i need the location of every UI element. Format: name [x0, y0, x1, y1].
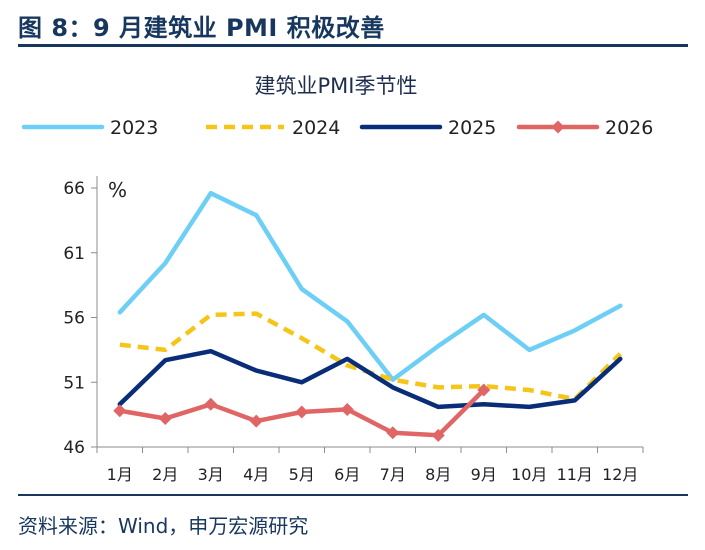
x-tick-label: 1月: [107, 465, 133, 484]
x-tick-label: 4月: [243, 465, 269, 484]
legend-label-2024: 2024: [292, 117, 340, 139]
x-tick-label: 9月: [471, 465, 497, 484]
x-tick-label: 8月: [425, 465, 451, 484]
x-tick-label: 11月: [557, 465, 593, 484]
y-tick-label: 66: [63, 179, 85, 199]
bottom-rule: [18, 494, 688, 496]
legend-label-2023: 2023: [110, 117, 158, 139]
y-tick-label: 61: [63, 244, 85, 264]
chart-title: 建筑业PMI季节性: [255, 74, 418, 98]
y-tick-label: 51: [63, 373, 85, 393]
legend-label-2026: 2026: [605, 117, 653, 139]
x-tick-label: 12月: [602, 465, 638, 484]
axes: 46 51 56 61 66 1月 2月 3月 4月 5月 6月 7月 8月 9月 10月 11月 12月: [63, 176, 644, 484]
legend-marker-2026: [551, 120, 565, 134]
figure-title: 图 8：9 月建筑业 PMI 积极改善: [18, 14, 385, 42]
legend-label-2025: 2025: [448, 117, 496, 139]
unit-label: %: [108, 178, 127, 202]
series-line-2025: [117, 348, 623, 410]
data-point-2026: [295, 405, 309, 419]
data-point-2026: [386, 426, 400, 440]
x-tick-label: 2月: [152, 465, 178, 484]
y-tick-label: 46: [63, 438, 85, 458]
data-point-2026: [113, 404, 127, 418]
data-point-2026: [477, 383, 491, 397]
x-tick-label: 7月: [380, 465, 406, 484]
data-point-2026: [249, 414, 263, 428]
x-tick-label: 10月: [511, 465, 547, 484]
series-line-2023: [117, 190, 623, 382]
x-tick-label: 6月: [334, 465, 360, 484]
x-tick-label: 5月: [289, 465, 315, 484]
data-point-2026: [340, 402, 354, 416]
legend: 2023 2024 2025 2026: [21, 117, 653, 139]
y-tick-label: 56: [63, 309, 85, 329]
data-point-2026: [431, 428, 445, 442]
series-group: [113, 190, 623, 442]
x-tick-label: 3月: [198, 465, 224, 484]
title-rule: [18, 44, 688, 47]
chart-area: 建筑业PMI季节性 2023 2024 2025 2026 % 46 51 56 61 66 1…: [21, 74, 653, 484]
source-note: 资料来源：Wind，申万宏源研究: [18, 514, 309, 538]
data-point-2026: [158, 412, 172, 426]
data-point-2026: [204, 397, 218, 411]
